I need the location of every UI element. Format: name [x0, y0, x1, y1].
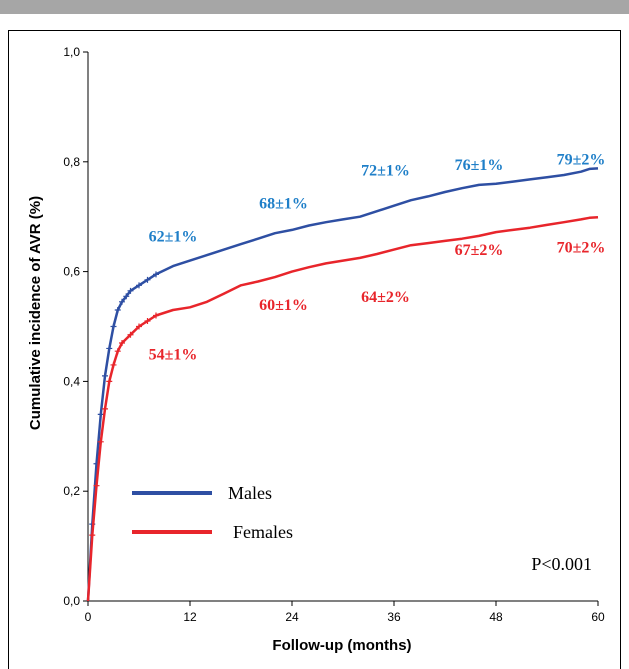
- x-tick-label: 24: [285, 610, 299, 624]
- top-divider-bar: [0, 0, 629, 14]
- x-tick-label: 60: [591, 610, 605, 624]
- y-ticks: 0,0 0,2 0,4 0,6 0,8 1,0: [63, 45, 88, 608]
- censor-mark-females: [102, 405, 108, 412]
- annotation-males: 79±2%: [557, 152, 606, 169]
- censor-mark-males: [127, 287, 134, 294]
- legend-label-males: Males: [228, 483, 272, 503]
- annotation-females: 60±1%: [259, 297, 308, 314]
- x-tick-label: 12: [183, 610, 197, 624]
- annotation-females: 64±2%: [361, 289, 410, 306]
- censor-mark-females: [153, 312, 159, 319]
- annotation-females: 70±2%: [557, 239, 606, 256]
- y-tick-label: 0,8: [63, 155, 80, 169]
- axes: [87, 52, 598, 602]
- censor-mark-males: [119, 298, 125, 305]
- x-tick-label: 48: [489, 610, 503, 624]
- y-axis-title: Cumulative incidence of AVR (%): [27, 196, 44, 430]
- series-line-females: [86, 215, 599, 602]
- censor-mark-males: [97, 411, 104, 418]
- series-line-males: [86, 167, 599, 602]
- annotation-layer: 62±1% 68±1% 72±1% 76±1% 79±2% 54±1% 60±1% 64±2%…: [149, 152, 606, 364]
- censor-mark-males: [123, 293, 130, 300]
- censor-mark-females: [114, 348, 121, 355]
- censor-mark-females: [89, 532, 96, 539]
- censor-mark-males: [102, 372, 108, 379]
- censor-mark-males: [153, 271, 159, 278]
- legend: Males Females: [132, 483, 293, 542]
- censor-mark-males: [106, 345, 113, 352]
- censor-mark-females: [97, 438, 104, 445]
- censor-mark-females: [127, 331, 134, 338]
- censor-mark-females: [136, 323, 142, 330]
- censor-mark-females: [144, 318, 151, 325]
- censor-mark-females: [119, 339, 125, 346]
- x-tick-label: 36: [387, 610, 401, 624]
- x-tick-label: 0: [85, 610, 92, 624]
- censor-mark-females: [110, 361, 117, 368]
- censor-mark-males: [114, 307, 121, 314]
- censor-mark-males: [144, 276, 151, 283]
- annotation-males: 68±1%: [259, 195, 308, 212]
- x-ticks: 0 12 24 36 48 60: [85, 601, 605, 624]
- y-tick-label: 1,0: [63, 45, 80, 59]
- x-axis-title: Follow-up (months): [272, 637, 411, 654]
- y-tick-label: 0,6: [63, 265, 80, 279]
- y-tick-label: 0,2: [63, 484, 80, 498]
- censor-mark-females: [106, 378, 113, 385]
- censor-mark-males: [136, 282, 142, 289]
- annotation-males: 72±1%: [361, 163, 410, 180]
- y-tick-label: 0,4: [63, 374, 80, 388]
- annotation-females: 67±2%: [455, 242, 504, 259]
- legend-label-females: Females: [233, 522, 293, 542]
- annotation-males: 76±1%: [455, 157, 504, 174]
- annotation-males: 62±1%: [149, 228, 198, 245]
- annotation-females: 54±1%: [149, 346, 198, 363]
- p-value-label: P<0.001: [531, 554, 592, 574]
- series-layer: [86, 167, 599, 602]
- censor-mark-males: [110, 323, 117, 330]
- censor-mark-females: [93, 482, 100, 489]
- y-tick-label: 0,0: [63, 594, 80, 608]
